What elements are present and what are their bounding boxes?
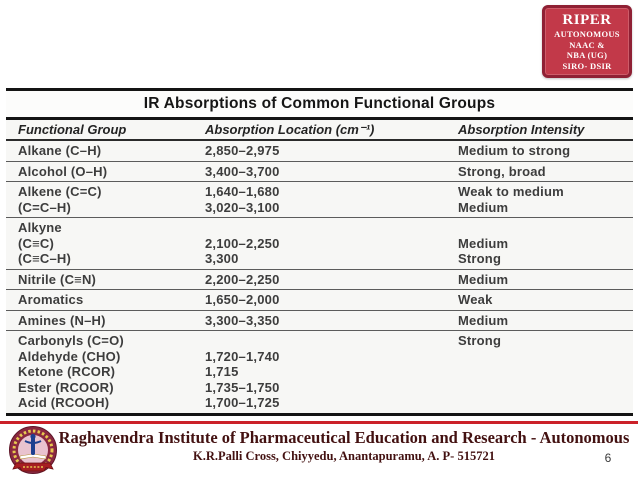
badge-line-autonomous: AUTONOMOUS [554, 29, 620, 39]
cell-line [205, 220, 458, 236]
cell-line [458, 364, 633, 380]
cell-line: 1,650–2,000 [205, 292, 280, 307]
cell-line: Acid (RCOOH) [18, 395, 110, 410]
cell-line: Weak [458, 292, 493, 307]
table-row: Alkyne (C≡C) (C≡C–H) 2,100–2,250 3,300 Medium… [6, 218, 633, 270]
table-body: Alkane (C–H) 2,850–2,975 Medium to strong A… [6, 141, 633, 413]
table-row: Alkane (C–H) 2,850–2,975 Medium to strong [6, 141, 633, 162]
col-header-functional-group: Functional Group [18, 122, 127, 137]
table-cell-intensity: Weak [458, 292, 633, 308]
cell-line: 3,400–3,700 [205, 163, 280, 179]
table-bottom-rule [6, 412, 633, 416]
table-cell-intensity: Medium to strong [458, 143, 633, 159]
cell-line: Medium [458, 312, 509, 328]
cell-line: Medium [458, 199, 509, 215]
cell-line: Medium [458, 235, 509, 251]
footer-divider-line [0, 421, 638, 424]
cell-line: 1,720–1,740 [205, 348, 280, 364]
table-cell-location: 3,300–3,350 [205, 313, 458, 329]
table-cell-location: 1,640–1,680 3,020–3,100 [205, 184, 458, 215]
table-cell-group: Alkyne (C≡C) (C≡C–H) [18, 220, 205, 267]
cell-line: Nitrile (C≡N) [18, 271, 97, 287]
table-cell-intensity: Strong, broad [458, 164, 633, 180]
ir-absorption-table: IR Absorptions of Common Functional Grou… [6, 88, 633, 416]
cell-line: (C=C–H) [18, 199, 72, 215]
cell-line: (C≡C) [18, 235, 55, 251]
cell-line: Alcohol (O–H) [18, 163, 108, 179]
table-cell-group: Amines (N–H) [18, 313, 205, 329]
footer-institution-name: Raghavendra Institute of Pharmaceutical … [58, 428, 630, 447]
cell-line: Ester (RCOOR) [18, 379, 114, 395]
table-row: Aromatics 1,650–2,000 Weak [6, 290, 633, 311]
table-cell-intensity: Medium [458, 313, 633, 329]
table-cell-location: 1,650–2,000 [205, 292, 458, 308]
table-top-rule [6, 88, 633, 91]
cell-line: Alkene (C=C) [18, 184, 102, 199]
cell-line: 1,640–1,680 [205, 184, 280, 199]
cell-line: (C≡C–H) [18, 251, 72, 266]
cell-line: Strong [458, 333, 502, 348]
badge-line-naac: NAAC & [569, 39, 605, 50]
table-cell-location: 2,100–2,250 3,300 [205, 220, 458, 267]
table-row: Alkene (C=C) (C=C–H) 1,640–1,680 3,020–3,10… [6, 182, 633, 218]
cell-line: 1,735–1,750 [205, 379, 280, 395]
badge-title: RIPER [562, 12, 612, 28]
table-cell-group: Alkane (C–H) [18, 143, 205, 159]
page-number: 6 [604, 451, 612, 465]
cell-line: 1,700–1,725 [205, 395, 280, 410]
table-cell-location: 1,720–1,740 1,715 1,735–1,750 1,700–1,725 [205, 333, 458, 411]
table-cell-intensity: Strong [458, 333, 633, 411]
table-cell-group: Aromatics [18, 292, 205, 308]
cell-line: Weak to medium [458, 184, 564, 199]
table-cell-group: Alkene (C=C) (C=C–H) [18, 184, 205, 215]
table-cell-location: 3,400–3,700 [205, 164, 458, 180]
table-cell-location: 2,200–2,250 [205, 272, 458, 288]
footer-address: K.R.Palli Cross, Chiyyedu, Anantapuramu,… [193, 449, 495, 463]
table-row: Nitrile (C≡N) 2,200–2,250 Medium [6, 270, 633, 290]
cell-line: Aromatics [18, 292, 84, 307]
institution-badge: RIPER AUTONOMOUS NAAC & NBA (UG) SIRO- D… [542, 5, 632, 78]
table-title-rule [6, 117, 633, 120]
cell-line: Aldehyde (CHO) [18, 348, 121, 364]
cell-line: 3,020–3,100 [205, 199, 280, 215]
badge-line-nba: NBA (UG) [566, 50, 608, 60]
cell-line [205, 333, 458, 349]
table-title: IR Absorptions of Common Functional Grou… [6, 91, 633, 117]
cell-line: 2,850–2,975 [205, 143, 280, 158]
cell-line: Medium [458, 271, 509, 287]
table-header-row: Functional Group Absorption Location (cm… [6, 120, 633, 141]
cell-line [458, 395, 633, 411]
col-header-absorption-intensity: Absorption Intensity [458, 122, 585, 137]
cell-line: 2,100–2,250 [205, 235, 280, 251]
cell-line: Strong, broad [458, 163, 546, 179]
table-cell-location: 2,850–2,975 [205, 143, 458, 159]
badge-line-siro: SIRO- DSIR [562, 60, 612, 71]
cell-line [458, 349, 633, 365]
cell-line: 3,300–3,350 [205, 312, 280, 328]
institution-logo [9, 426, 57, 474]
cell-line: 3,300 [205, 251, 239, 266]
cell-line: Medium to strong [458, 143, 571, 158]
cell-line: Alkane (C–H) [18, 143, 102, 158]
table-cell-group: Nitrile (C≡N) [18, 272, 205, 288]
table-cell-group: Alcohol (O–H) [18, 164, 205, 180]
cell-line: Strong [458, 251, 502, 266]
col-header-absorption-location: Absorption Location (cm⁻¹) [205, 121, 375, 137]
table-cell-intensity: Medium [458, 272, 633, 288]
table-cell-intensity: Medium Strong [458, 220, 633, 267]
table-row: Carbonyls (C=O) Aldehyde (CHO) Ketone (RCO… [6, 331, 633, 413]
cell-line: Carbonyls (C=O) [18, 333, 124, 348]
cell-line: 1,715 [205, 364, 239, 379]
cell-line: Ketone (RCOR) [18, 364, 116, 379]
table-cell-group: Carbonyls (C=O) Aldehyde (CHO) Ketone (RCO… [18, 333, 205, 411]
cell-line: Amines (N–H) [18, 312, 106, 328]
cell-line: 2,200–2,250 [205, 271, 280, 287]
cell-line: Alkyne [18, 220, 62, 235]
cell-line [458, 220, 633, 236]
table-row: Alcohol (O–H) 3,400–3,700 Strong, broad [6, 162, 633, 182]
cell-line [458, 380, 633, 396]
table-cell-intensity: Weak to medium Medium [458, 184, 633, 215]
table-row: Amines (N–H) 3,300–3,350 Medium [6, 311, 633, 331]
